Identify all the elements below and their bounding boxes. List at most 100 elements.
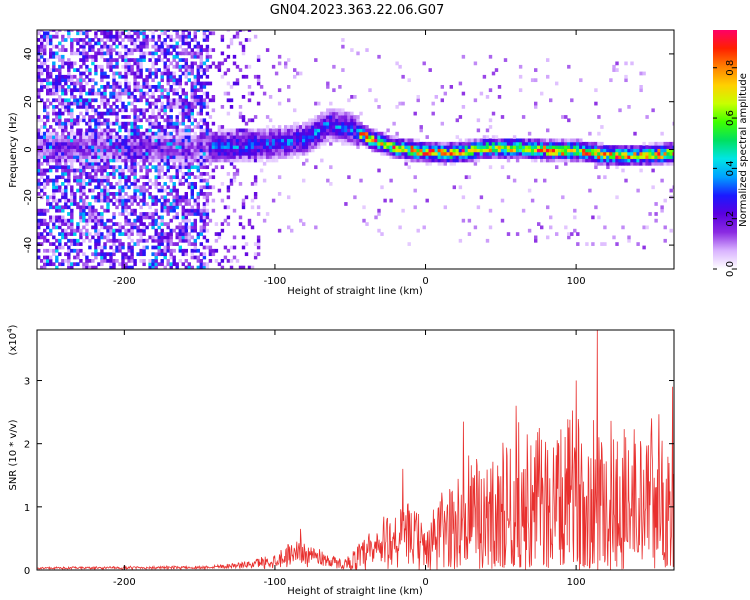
spectrogram-cell bbox=[136, 38, 140, 42]
spectrogram-cell bbox=[142, 195, 146, 200]
spectrogram-cell bbox=[115, 30, 119, 32]
spectrogram-cell bbox=[76, 48, 80, 52]
spectrogram-cell bbox=[202, 148, 207, 153]
spectrogram-cell bbox=[130, 168, 134, 173]
spectrogram-cell bbox=[97, 155, 101, 159]
spectrogram-cell bbox=[217, 128, 222, 133]
spectrogram-cell bbox=[603, 148, 607, 153]
spectrogram-cell bbox=[97, 121, 101, 126]
spectrogram-cell bbox=[43, 51, 47, 56]
spectrogram-cell bbox=[187, 212, 192, 216]
spectrogram-cell bbox=[485, 238, 490, 243]
spectrogram-cell bbox=[67, 225, 71, 230]
spectrogram-cell bbox=[446, 145, 451, 149]
spectrogram-cell bbox=[365, 138, 369, 143]
spectrogram-cell bbox=[58, 41, 62, 46]
spectrogram-cell bbox=[579, 138, 583, 143]
spectrogram-cell bbox=[79, 71, 83, 76]
spectrogram-cell bbox=[55, 121, 59, 126]
spectrogram-cell bbox=[561, 158, 565, 163]
spectrogram-cell bbox=[461, 145, 466, 149]
spectrogram-cell bbox=[666, 161, 670, 166]
spectrogram-cell bbox=[85, 108, 89, 113]
spectrogram-cell bbox=[124, 30, 128, 32]
spectrogram-cell bbox=[618, 145, 622, 149]
spectrogram-cell bbox=[61, 61, 65, 66]
spectrogram-cell bbox=[61, 151, 65, 156]
spectrogram-cell bbox=[91, 175, 95, 180]
spectrogram-cell bbox=[106, 74, 110, 79]
spectrogram-cell bbox=[314, 118, 318, 123]
spectrogram-cell bbox=[133, 141, 137, 146]
spectrogram-cell bbox=[199, 172, 204, 176]
spectrogram-cell bbox=[250, 155, 255, 159]
spectrogram-cell bbox=[265, 135, 270, 139]
spectrogram-cell bbox=[296, 125, 300, 129]
spectrogram-cell bbox=[94, 34, 98, 39]
spectrogram-cell bbox=[79, 172, 83, 176]
spectrogram-cell bbox=[184, 198, 189, 203]
spectrogram-cell bbox=[37, 128, 41, 133]
spectrogram-cell bbox=[121, 225, 125, 230]
spectrogram-cell bbox=[302, 148, 306, 153]
spectrogram-cell bbox=[121, 145, 125, 149]
spectrogram-cell bbox=[332, 125, 336, 129]
spectrogram-cell bbox=[178, 165, 183, 170]
spectrogram-cell bbox=[308, 118, 312, 123]
spectrogram-cell bbox=[184, 91, 189, 96]
spectrogram-cell bbox=[443, 91, 448, 96]
spectrogram-cell bbox=[124, 125, 128, 129]
spectrogram-cell bbox=[335, 125, 339, 129]
spectrogram-cell bbox=[112, 222, 116, 226]
spectrogram-cell bbox=[40, 61, 44, 66]
spectrogram-cell bbox=[229, 41, 234, 46]
spectrogram-cell bbox=[199, 88, 204, 93]
snr-xlabel: Height of straight line (km) bbox=[287, 586, 423, 597]
spectrogram-cell bbox=[37, 31, 41, 36]
spectrogram-cell bbox=[154, 198, 158, 203]
spectrogram-cell bbox=[271, 64, 276, 69]
spectrogram-cell bbox=[175, 232, 179, 236]
spectrogram-cell bbox=[464, 175, 469, 180]
spectrogram-cell bbox=[527, 148, 532, 153]
spectrogram-cell bbox=[419, 141, 423, 146]
spectrogram-cell bbox=[226, 91, 231, 96]
spectrogram-cell bbox=[55, 88, 59, 93]
spectrogram-cell bbox=[479, 138, 484, 143]
spectrogram-cell bbox=[151, 54, 155, 59]
spectrogram-cell bbox=[97, 178, 101, 183]
spectrogram-cell bbox=[139, 158, 143, 163]
spectrogram-cell bbox=[344, 128, 348, 133]
spectrogram-cell bbox=[579, 155, 583, 159]
spectrogram-cell bbox=[91, 265, 95, 269]
spectrogram-cell bbox=[73, 85, 77, 89]
spectrogram-cell bbox=[368, 131, 372, 136]
spectrogram-cell bbox=[277, 131, 282, 136]
spectrogram-cell bbox=[106, 138, 110, 143]
spectrogram-cell bbox=[184, 95, 189, 99]
spectrogram-cell bbox=[133, 218, 137, 223]
spectrogram-cell bbox=[407, 158, 411, 163]
spectrogram-cell bbox=[479, 145, 484, 149]
spectrogram-cell bbox=[654, 218, 658, 223]
spectrogram-cell bbox=[181, 31, 186, 36]
spectrogram-cell bbox=[142, 44, 146, 49]
spectrogram-cell bbox=[82, 182, 86, 186]
spectrogram-cell bbox=[262, 161, 267, 166]
spectrogram-cell bbox=[91, 158, 95, 163]
spectrogram-cell bbox=[163, 31, 167, 36]
spectrogram-cell bbox=[220, 141, 225, 146]
spectrogram-cell bbox=[61, 195, 65, 200]
spectrogram-cell bbox=[163, 61, 167, 66]
spectrogram-cell bbox=[190, 111, 195, 116]
spectrogram-cell bbox=[79, 88, 83, 93]
spectrogram-cell bbox=[118, 51, 122, 56]
spectrogram-cell bbox=[308, 138, 312, 143]
spectrogram-cell bbox=[85, 98, 89, 103]
spectrogram-cell bbox=[386, 128, 390, 133]
spectrogram-cell bbox=[67, 245, 71, 250]
spectrogram-cell bbox=[196, 121, 201, 126]
spectrogram-cell bbox=[392, 145, 396, 149]
spectrogram-cell bbox=[64, 88, 68, 93]
spectrogram-cell bbox=[534, 141, 538, 146]
